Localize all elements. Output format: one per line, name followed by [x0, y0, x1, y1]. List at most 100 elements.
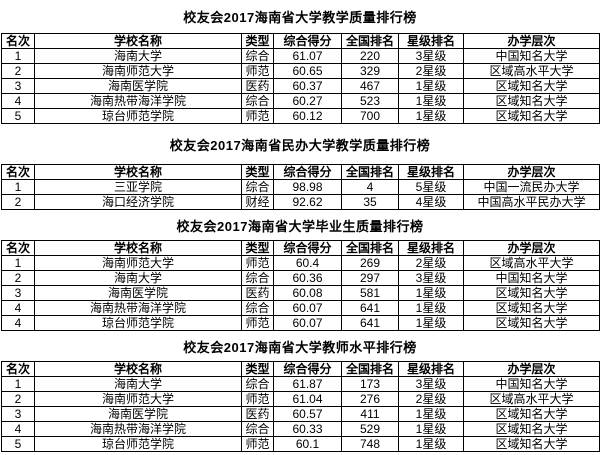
cell-rank: 3	[1, 285, 35, 301]
cell-school-name: 海南医学院	[34, 285, 242, 301]
column-header: 办学层次	[463, 164, 600, 180]
column-header: 星级排名	[398, 33, 464, 49]
cell-school-name: 琼台师范学院	[34, 436, 242, 452]
ranking-table: 名次 学校名称 类型 综合得分 全国排名 星级排名 办学层次 1 海南大学 综合 61.07 220 3…	[1, 33, 600, 124]
cell-type: 综合	[241, 270, 274, 286]
ranking-section-teacher-level: 校友会2017海南省大学教师水平排行榜 名次 学校名称 类型 综合得分 全国排名 星级排名…	[0, 331, 600, 452]
cell-score: 61.87	[273, 376, 342, 392]
cell-type: 医药	[241, 406, 274, 422]
cell-education-level: 区域知名大学	[463, 285, 600, 301]
column-header: 办学层次	[463, 361, 600, 377]
cell-type: 综合	[241, 48, 274, 64]
cell-star-rank: 1星级	[398, 436, 464, 452]
cell-rank: 5	[1, 108, 35, 124]
cell-rank: 1	[1, 376, 35, 392]
cell-education-level: 区域知名大学	[463, 300, 600, 316]
column-header: 全国排名	[341, 164, 399, 180]
table-title: 校友会2017海南省民办大学教学质量排行榜	[169, 137, 431, 153]
column-header: 星级排名	[398, 361, 464, 377]
cell-national-rank: 581	[341, 285, 399, 301]
header-row: 名次 学校名称 类型 综合得分 全国排名 星级排名 办学层次	[1, 240, 600, 256]
cell-national-rank: 4	[341, 179, 399, 195]
column-header: 全国排名	[341, 361, 399, 377]
cell-type: 综合	[241, 376, 274, 392]
cell-education-level: 中国一流民办大学	[463, 179, 600, 195]
column-header: 学校名称	[34, 361, 242, 377]
cell-school-name: 琼台师范学院	[34, 108, 242, 124]
cell-score: 60.27	[273, 93, 342, 109]
cell-national-rank: 641	[341, 300, 399, 316]
cell-school-name: 三亚学院	[34, 179, 242, 195]
cell-national-rank: 529	[341, 421, 399, 437]
cell-education-level: 中国知名大学	[463, 270, 600, 286]
cell-type: 师范	[241, 315, 274, 331]
cell-score: 60.4	[273, 255, 342, 271]
cell-type: 师范	[241, 391, 274, 407]
table-row: 4 琼台师范学院 师范 60.07 641 1星级 区域知名大学	[1, 315, 600, 331]
column-header: 名次	[1, 361, 35, 377]
table-row: 3 海南医学院 医药 60.57 411 1星级 区域知名大学	[1, 406, 600, 422]
table-row: 2 海南师范大学 师范 60.65 329 2星级 区域高水平大学	[1, 63, 600, 79]
table-row: 3 海南医学院 医药 60.37 467 1星级 区域知名大学	[1, 78, 600, 94]
cell-rank: 1	[1, 48, 35, 64]
table-row: 1 三亚学院 综合 98.98 4 5星级 中国一流民办大学	[1, 179, 600, 195]
column-header: 综合得分	[273, 361, 342, 377]
cell-education-level: 区域知名大学	[463, 421, 600, 437]
cell-star-rank: 1星级	[398, 421, 464, 437]
cell-national-rank: 329	[341, 63, 399, 79]
cell-score: 60.08	[273, 285, 342, 301]
cell-score: 60.07	[273, 300, 342, 316]
cell-star-rank: 1星级	[398, 300, 464, 316]
cell-rank: 2	[1, 194, 35, 210]
ranking-section-teaching-quality: 校友会2017海南省大学教学质量排行榜 名次 学校名称 类型 综合得分 全国排名 星级排名…	[0, 0, 600, 124]
cell-score: 60.57	[273, 406, 342, 422]
cell-education-level: 区域知名大学	[463, 406, 600, 422]
header-row: 名次 学校名称 类型 综合得分 全国排名 星级排名 办学层次	[1, 361, 600, 377]
cell-education-level: 区域知名大学	[463, 93, 600, 109]
cell-school-name: 海南大学	[34, 270, 242, 286]
cell-education-level: 中国知名大学	[463, 376, 600, 392]
table-row: 4 海南热带海洋学院 综合 60.07 641 1星级 区域知名大学	[1, 300, 600, 316]
cell-national-rank: 411	[341, 406, 399, 422]
table-row: 1 海南大学 综合 61.87 173 3星级 中国知名大学	[1, 376, 600, 392]
ranking-table: 名次 学校名称 类型 综合得分 全国排名 星级排名 办学层次 1 海南大学 综合 61.87 173 3…	[1, 361, 600, 452]
cell-star-rank: 3星级	[398, 376, 464, 392]
cell-national-rank: 641	[341, 315, 399, 331]
table-row: 2 海口经济学院 财经 92.62 35 4星级 中国高水平民办大学	[1, 194, 600, 210]
cell-star-rank: 3星级	[398, 270, 464, 286]
cell-school-name: 海南热带海洋学院	[34, 421, 242, 437]
cell-education-level: 区域知名大学	[463, 78, 600, 94]
cell-school-name: 海南医学院	[34, 406, 242, 422]
ranking-table: 名次 学校名称 类型 综合得分 全国排名 星级排名 办学层次 1 三亚学院 综合 98.98 4 5星级…	[1, 164, 600, 210]
cell-type: 医药	[241, 285, 274, 301]
table-row: 2 海南师范大学 师范 61.04 276 2星级 区域高水平大学	[1, 391, 600, 407]
cell-type: 医药	[241, 78, 274, 94]
cell-national-rank: 467	[341, 78, 399, 94]
column-header: 类型	[241, 361, 274, 377]
column-header: 综合得分	[273, 164, 342, 180]
cell-star-rank: 1星级	[398, 315, 464, 331]
cell-rank: 2	[1, 270, 35, 286]
cell-national-rank: 173	[341, 376, 399, 392]
cell-type: 综合	[241, 93, 274, 109]
cell-rank: 2	[1, 63, 35, 79]
cell-rank: 4	[1, 315, 35, 331]
cell-rank: 4	[1, 93, 35, 109]
cell-education-level: 区域高水平大学	[463, 255, 600, 271]
cell-rank: 2	[1, 391, 35, 407]
cell-star-rank: 1星级	[398, 93, 464, 109]
cell-rank: 4	[1, 300, 35, 316]
table-title: 校友会2017海南省大学毕业生质量排行榜	[176, 218, 424, 234]
cell-school-name: 海南大学	[34, 376, 242, 392]
cell-national-rank: 220	[341, 48, 399, 64]
cell-national-rank: 523	[341, 93, 399, 109]
header-row: 名次 学校名称 类型 综合得分 全国排名 星级排名 办学层次	[1, 164, 600, 180]
cell-score: 60.37	[273, 78, 342, 94]
table-title: 校友会2017海南省大学教学质量排行榜	[183, 10, 417, 25]
cell-education-level: 区域高水平大学	[463, 391, 600, 407]
cell-type: 师范	[241, 436, 274, 452]
column-header: 类型	[241, 240, 274, 256]
cell-star-rank: 1星级	[398, 285, 464, 301]
cell-rank: 4	[1, 421, 35, 437]
cell-education-level: 中国知名大学	[463, 48, 600, 64]
